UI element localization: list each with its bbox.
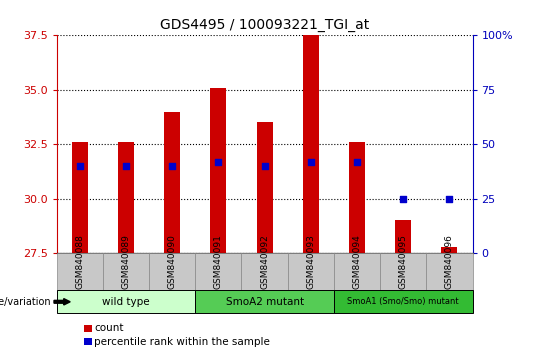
Text: GSM840090: GSM840090 <box>168 234 177 289</box>
Bar <box>395 221 411 253</box>
Text: SmoA2 mutant: SmoA2 mutant <box>226 297 303 307</box>
Title: GDS4495 / 100093221_TGI_at: GDS4495 / 100093221_TGI_at <box>160 18 369 32</box>
Text: GSM840095: GSM840095 <box>399 234 408 289</box>
Text: GSM840096: GSM840096 <box>445 234 454 289</box>
Bar <box>118 142 134 253</box>
Text: SmoA1 (Smo/Smo) mutant: SmoA1 (Smo/Smo) mutant <box>347 297 459 306</box>
Text: GSM840091: GSM840091 <box>214 234 223 289</box>
Bar <box>256 122 273 253</box>
Text: GSM840089: GSM840089 <box>122 234 131 289</box>
Point <box>445 196 454 201</box>
Text: count: count <box>94 323 124 333</box>
Bar <box>303 35 319 253</box>
Text: GSM840092: GSM840092 <box>260 234 269 289</box>
Text: GSM840093: GSM840093 <box>306 234 315 289</box>
Text: GSM840094: GSM840094 <box>353 234 361 289</box>
Point <box>168 163 177 169</box>
Text: genotype/variation: genotype/variation <box>0 297 51 307</box>
Text: percentile rank within the sample: percentile rank within the sample <box>94 337 271 347</box>
Bar <box>72 142 88 253</box>
Point <box>76 163 84 169</box>
Bar <box>164 112 180 253</box>
Text: wild type: wild type <box>102 297 150 307</box>
Point <box>307 159 315 165</box>
Point <box>399 196 408 201</box>
Text: GSM840088: GSM840088 <box>75 234 84 289</box>
Point <box>353 159 361 165</box>
Bar <box>349 142 365 253</box>
Bar <box>210 88 226 253</box>
Bar <box>441 247 457 253</box>
Point <box>260 163 269 169</box>
Point <box>214 159 222 165</box>
Point <box>122 163 130 169</box>
